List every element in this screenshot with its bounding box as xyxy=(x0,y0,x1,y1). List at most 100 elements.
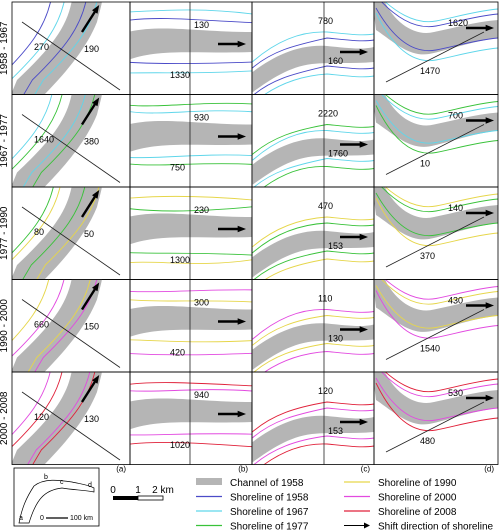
shoreline xyxy=(252,37,374,69)
inset-scale-label: 100 km xyxy=(70,515,93,522)
shoreline xyxy=(12,372,51,436)
legend-label: Shoreline of 1958 xyxy=(230,493,309,504)
shoreline xyxy=(130,441,252,448)
shoreline xyxy=(130,433,252,436)
legend-item: Channel of 1958 xyxy=(196,478,304,489)
shoreline xyxy=(130,259,252,264)
flow-arrow-head xyxy=(92,97,100,107)
shoreline xyxy=(375,7,498,52)
flow-arrow-head xyxy=(237,225,246,233)
shoreline xyxy=(252,309,374,341)
flow-arrow-head xyxy=(485,209,494,217)
map-panel: 1620 1470 xyxy=(373,1,499,95)
shift-value: 153 xyxy=(328,241,343,251)
legend-label: Shoreline of 1977 xyxy=(230,522,309,532)
scale-tick: 0 xyxy=(110,485,116,496)
transect-line xyxy=(385,401,485,453)
map-panel: 940 1020 xyxy=(129,371,253,465)
channel-1958 xyxy=(12,187,102,280)
map-panel: 780 160 xyxy=(251,1,375,95)
shift-value: 700 xyxy=(448,111,463,121)
shift-value: 300 xyxy=(194,298,209,308)
shoreline xyxy=(253,343,374,372)
legend-label: Shift direction of shoreline xyxy=(378,522,494,532)
shift-value: 230 xyxy=(194,205,209,215)
map-panel: 1640 380 xyxy=(11,94,131,188)
transect-line xyxy=(21,206,121,276)
shoreline xyxy=(263,351,374,372)
shoreline xyxy=(375,192,498,237)
flow-arrow xyxy=(80,379,98,403)
row-label: 1990 - 2000 xyxy=(0,299,10,353)
shift-value: 1640 xyxy=(34,135,54,145)
shift-value: 160 xyxy=(328,56,343,66)
flow-arrow-head xyxy=(485,302,494,309)
scale-bar: 0 1 2 km xyxy=(110,485,174,501)
legend-label: Shoreline of 2008 xyxy=(378,507,457,518)
map-panel: 140 370 xyxy=(373,186,499,280)
shoreline xyxy=(130,102,252,107)
flow-arrow-head xyxy=(92,374,100,384)
shoreline xyxy=(381,2,498,28)
scale-tick: 2 km xyxy=(152,485,174,496)
map-panel: 2220 1760 xyxy=(251,94,375,188)
shoreline xyxy=(384,279,498,300)
shoreline xyxy=(375,100,498,144)
map-panel: 270 190 xyxy=(11,1,131,95)
shoreline xyxy=(32,372,96,465)
legend-item: Shoreline of 1977 xyxy=(196,522,309,532)
arrow-head-icon xyxy=(364,522,370,529)
shoreline xyxy=(253,158,374,187)
shoreline xyxy=(253,435,374,465)
shoreline xyxy=(252,124,374,156)
shoreline xyxy=(130,289,252,293)
shoreline xyxy=(12,187,61,261)
channel-1958 xyxy=(130,213,252,245)
shoreline xyxy=(263,443,374,465)
shoreline xyxy=(130,252,252,256)
shift-value: 1470 xyxy=(420,66,440,76)
river-outline xyxy=(18,479,95,524)
legend-item: Shoreline of 1990 xyxy=(344,478,457,489)
shoreline xyxy=(32,94,96,187)
shoreline xyxy=(381,94,498,120)
shoreline xyxy=(22,187,86,280)
shoreline xyxy=(381,372,498,398)
flow-arrow-head xyxy=(359,418,368,426)
shift-value: 140 xyxy=(448,203,463,213)
shoreline xyxy=(252,216,374,248)
channel-1958 xyxy=(130,398,252,430)
shoreline xyxy=(253,65,374,95)
flow-arrow-head xyxy=(237,40,246,48)
channel-1958 xyxy=(252,230,374,278)
shift-value: 10 xyxy=(420,159,430,169)
shoreline xyxy=(381,279,498,305)
shift-value: 530 xyxy=(448,388,463,398)
shoreline xyxy=(381,187,498,213)
scale-tick: 1 xyxy=(135,485,141,496)
map-panel: 300 420 xyxy=(129,279,253,373)
channel-1958 xyxy=(12,2,102,95)
shoreline xyxy=(130,206,252,212)
shoreline xyxy=(375,285,498,329)
row-label: 1977 - 1990 xyxy=(0,206,10,260)
shoreline xyxy=(27,372,91,465)
flow-arrow-head xyxy=(485,24,494,32)
column-label: (d) xyxy=(484,465,494,474)
shift-value: 1330 xyxy=(170,70,190,80)
flow-arrow-head xyxy=(359,48,368,56)
shift-value: 150 xyxy=(84,322,99,332)
column-label: (a) xyxy=(116,465,126,474)
shoreline xyxy=(130,18,252,24)
flow-arrow xyxy=(80,286,98,311)
shoreline xyxy=(130,352,252,356)
flow-arrow xyxy=(80,101,98,126)
shift-value: 1620 xyxy=(448,18,468,28)
map-panel: 700 10 xyxy=(373,94,499,188)
shoreline xyxy=(375,290,498,339)
shoreline xyxy=(253,250,374,280)
channel-1958 xyxy=(130,305,252,337)
shoreline xyxy=(252,31,374,63)
